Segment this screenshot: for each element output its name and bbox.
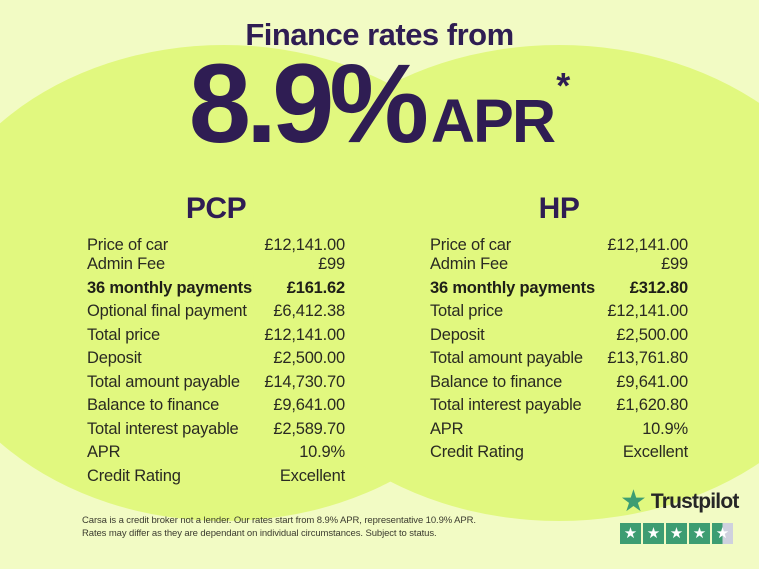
table-row: Balance to finance £9,641.00 xyxy=(430,373,688,392)
row-label: APR xyxy=(430,419,464,438)
hp-table: HP Price of car £12,141.00 Admin Fee £99 36 … xyxy=(430,192,688,462)
table-row: Credit Rating Excellent xyxy=(430,443,688,462)
row-value: Excellent xyxy=(622,443,688,461)
row-label: 36 monthly payments xyxy=(430,278,595,297)
table-row: Credit Rating Excellent xyxy=(87,467,345,486)
table-row: APR 10.9% xyxy=(87,443,345,462)
pcp-table-rows: Price of car £12,141.00 Admin Fee £99 36 mon… xyxy=(87,236,345,486)
table-row: Total amount payable £14,730.70 xyxy=(87,373,345,392)
row-label: Price of car xyxy=(87,236,169,254)
rate-unit: APR xyxy=(430,87,556,155)
row-label: Credit Rating xyxy=(87,466,181,485)
row-value: £12,141.00 xyxy=(607,236,688,254)
row-label: Total interest payable xyxy=(430,396,582,414)
table-row: Admin Fee £99 xyxy=(430,255,688,274)
table-row: Total interest payable £2,589.70 xyxy=(87,420,345,439)
table-row: Admin Fee £99 xyxy=(87,255,345,274)
trustpilot-rating-star-box: ★ xyxy=(666,523,687,544)
right-circle-decoration xyxy=(253,45,759,521)
row-value: £2,589.70 xyxy=(273,419,345,438)
row-label: Total amount payable xyxy=(430,349,583,367)
row-label: Price of car xyxy=(430,236,512,254)
star-icon: ★ xyxy=(623,525,638,542)
row-value: £2,500.00 xyxy=(273,349,345,367)
trustpilot-rating-star-box: ★ xyxy=(620,523,641,544)
star-icon: ★ xyxy=(646,525,661,542)
hp-table-rows: Price of car £12,141.00 Admin Fee £99 36 mon… xyxy=(430,236,688,462)
trustpilot-logo: ★ Trustpilot ★ ★ ★ ★ ★ xyxy=(620,487,739,544)
table-row: Total interest payable £1,620.80 xyxy=(430,396,688,415)
apr-headline: 8.9% APR * xyxy=(0,48,759,160)
table-row: Deposit £2,500.00 xyxy=(430,326,688,345)
row-value: £9,641.00 xyxy=(273,396,345,414)
row-label: APR xyxy=(87,443,121,461)
row-value: £14,730.70 xyxy=(264,372,345,391)
trustpilot-brand-name: Trustpilot xyxy=(650,490,739,513)
table-row: Optional final payment £6,412.38 xyxy=(87,302,345,321)
star-icon: ★ xyxy=(692,525,707,542)
trustpilot-rating-star-box: ★ xyxy=(643,523,664,544)
row-label: Balance to finance xyxy=(87,396,220,414)
row-label: Credit Rating xyxy=(430,443,524,461)
table-row: Balance to finance £9,641.00 xyxy=(87,396,345,415)
row-label: Admin Fee xyxy=(87,255,165,273)
table-row: Price of car £12,141.00 xyxy=(430,236,688,255)
hp-table-title: HP xyxy=(538,192,580,225)
row-label: Deposit xyxy=(430,325,485,344)
table-row: Total amount payable £13,761.80 xyxy=(430,349,688,368)
row-value: £6,412.38 xyxy=(273,302,345,320)
row-label: Deposit xyxy=(87,349,142,367)
star-icon: ★ xyxy=(715,525,730,542)
table-row: APR 10.9% xyxy=(430,420,688,439)
rate-asterisk: * xyxy=(556,65,571,106)
row-label: Admin Fee xyxy=(430,255,508,273)
row-value: 10.9% xyxy=(299,443,345,461)
row-value: £2,500.00 xyxy=(616,325,688,344)
row-label: Total price xyxy=(430,302,504,320)
row-value: £12,141.00 xyxy=(264,325,345,344)
row-value: £12,141.00 xyxy=(264,236,345,254)
row-value: £312.80 xyxy=(629,278,688,297)
row-label: Total interest payable xyxy=(87,419,239,438)
trustpilot-rating-stars: ★ ★ ★ ★ ★ xyxy=(620,523,739,544)
row-value: £99 xyxy=(318,255,345,273)
disclaimer-line-2: Rates may differ as they are dependant o… xyxy=(82,527,437,539)
row-value: £1,620.80 xyxy=(616,396,688,414)
row-label: 36 monthly payments xyxy=(87,278,252,297)
row-label: Optional final payment xyxy=(87,302,247,320)
row-value: £161.62 xyxy=(286,278,345,297)
row-value: £99 xyxy=(661,255,688,273)
table-row: Total price £12,141.00 xyxy=(87,326,345,345)
rate-value: 8.9% xyxy=(188,41,429,166)
trustpilot-rating-star-box: ★ xyxy=(712,523,733,544)
table-row: Total price £12,141.00 xyxy=(430,302,688,321)
row-value: Excellent xyxy=(279,466,345,485)
trustpilot-star-icon: ★ xyxy=(620,485,647,518)
table-row: Price of car £12,141.00 xyxy=(87,236,345,255)
disclaimer-text: Carsa is a credit broker not a lender. O… xyxy=(82,515,476,540)
page-title: Finance rates from xyxy=(245,17,514,52)
table-row: Deposit £2,500.00 xyxy=(87,349,345,368)
row-label: Total amount payable xyxy=(87,372,240,391)
trustpilot-rating-star-box: ★ xyxy=(689,523,710,544)
disclaimer-line-1: Carsa is a credit broker not a lender. O… xyxy=(82,515,476,526)
pcp-table-title: PCP xyxy=(185,192,247,225)
table-row: 36 monthly payments £161.62 xyxy=(87,279,345,298)
row-value: £13,761.80 xyxy=(607,349,688,367)
row-value: 10.9% xyxy=(642,419,688,438)
trustpilot-wordmark: ★ Trustpilot xyxy=(620,487,739,517)
row-label: Balance to finance xyxy=(430,372,563,391)
star-icon: ★ xyxy=(669,525,684,542)
row-label: Total price xyxy=(87,325,161,344)
table-row: 36 monthly payments £312.80 xyxy=(430,279,688,298)
row-value: £12,141.00 xyxy=(607,302,688,320)
pcp-table: PCP Price of car £12,141.00 Admin Fee £99 36… xyxy=(87,192,345,486)
row-value: £9,641.00 xyxy=(616,372,688,391)
